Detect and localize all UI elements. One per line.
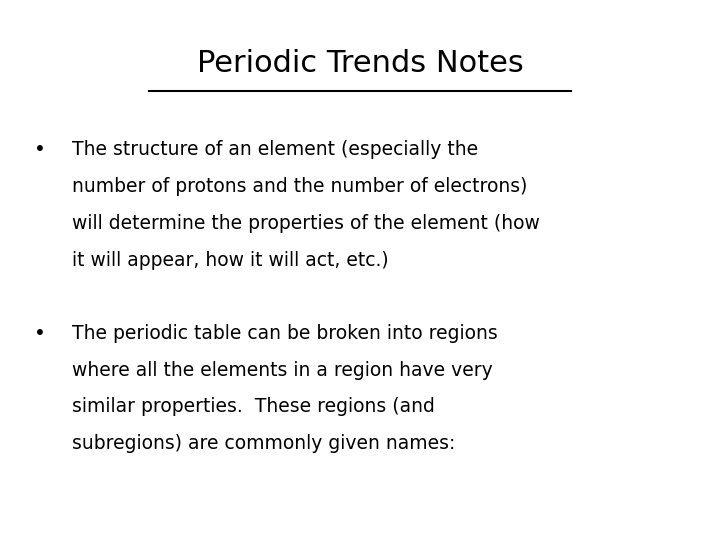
Text: will determine the properties of the element (how: will determine the properties of the ele…	[72, 214, 540, 233]
Text: •: •	[34, 324, 45, 343]
Text: The structure of an element (especially the: The structure of an element (especially …	[72, 140, 478, 159]
Text: where all the elements in a region have very: where all the elements in a region have …	[72, 361, 492, 380]
Text: •: •	[34, 140, 45, 159]
Text: Periodic Trends Notes: Periodic Trends Notes	[197, 49, 523, 78]
Text: The periodic table can be broken into regions: The periodic table can be broken into re…	[72, 324, 498, 343]
Text: it will appear, how it will act, etc.): it will appear, how it will act, etc.)	[72, 251, 389, 269]
Text: number of protons and the number of electrons): number of protons and the number of elec…	[72, 177, 527, 196]
Text: similar properties.  These regions (and: similar properties. These regions (and	[72, 397, 435, 416]
Text: subregions) are commonly given names:: subregions) are commonly given names:	[72, 434, 455, 453]
